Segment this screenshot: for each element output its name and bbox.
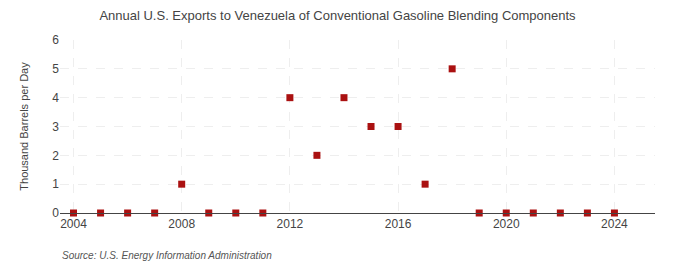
svg-text:2024: 2024 bbox=[601, 217, 628, 231]
svg-text:2: 2 bbox=[52, 149, 59, 163]
svg-text:Source: U.S. Energy Informatio: Source: U.S. Energy Information Administ… bbox=[62, 250, 272, 261]
svg-text:2016: 2016 bbox=[385, 217, 412, 231]
svg-text:1: 1 bbox=[52, 177, 59, 191]
svg-text:Annual U.S. Exports to Venezue: Annual U.S. Exports to Venezuela of Conv… bbox=[99, 8, 576, 23]
svg-text:2012: 2012 bbox=[277, 217, 304, 231]
svg-text:6: 6 bbox=[52, 33, 59, 47]
svg-text:0: 0 bbox=[52, 206, 59, 220]
svg-text:4: 4 bbox=[52, 91, 59, 105]
svg-text:5: 5 bbox=[52, 62, 59, 76]
svg-text:3: 3 bbox=[52, 120, 59, 134]
svg-text:2008: 2008 bbox=[168, 217, 195, 231]
svg-text:2004: 2004 bbox=[60, 217, 87, 231]
svg-text:2020: 2020 bbox=[493, 217, 520, 231]
svg-text:Thousand Barrels per Day: Thousand Barrels per Day bbox=[18, 62, 30, 191]
